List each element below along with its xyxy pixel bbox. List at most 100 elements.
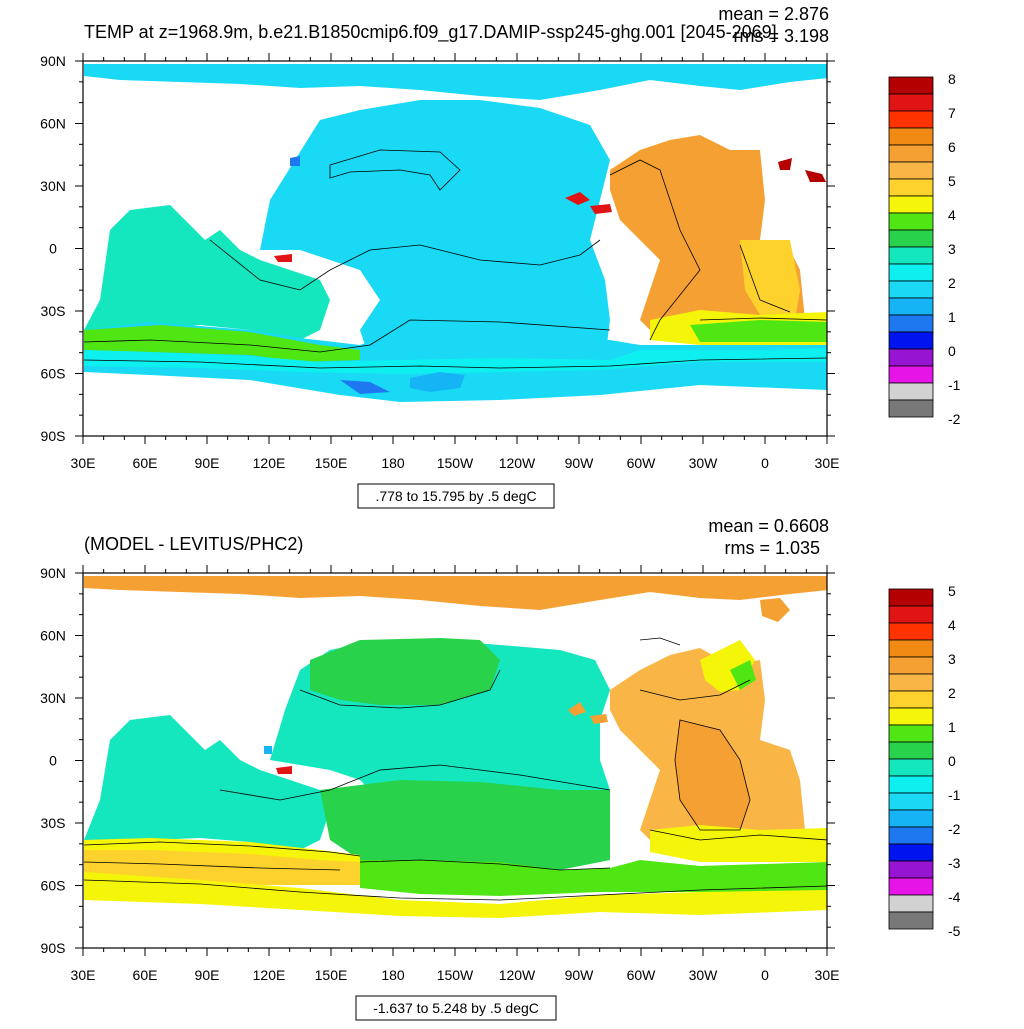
colorbar-swatch [888,127,934,146]
lon-label: 150E [315,455,348,471]
lat-label: 60N [40,116,66,132]
lat-label: 0 [49,241,57,257]
colorbar-swatch [888,775,934,794]
top-lat-labels: 90N 60N 30N 0 30S 60S 90S [40,53,66,444]
colorbar-swatch [888,588,934,607]
colorbar-swatch [888,161,934,180]
lat-label: 90N [40,53,66,69]
colorbar-label: 4 [948,617,956,633]
colorbar-label: 3 [948,241,956,257]
colorbar-swatch [888,690,934,709]
colorbar-label: -1 [948,377,961,393]
colorbar-swatch [888,297,934,316]
colorbar-swatch [888,348,934,367]
lon-label: 30E [815,455,840,471]
colorbar-swatch [888,894,934,913]
bottom-mean: mean = 0.6608 [708,516,829,536]
colorbar-swatch [888,639,934,658]
lon-label: 0 [761,967,769,983]
lon-label: 60W [627,455,657,471]
lat-label: 90S [41,428,66,444]
lat-label: 30N [40,178,66,194]
colorbar-label: -4 [948,889,961,905]
colorbar-swatch [888,656,934,675]
lon-label: 30W [689,967,719,983]
colorbar-swatch [888,93,934,112]
lat-label: 90S [41,940,66,956]
lon-label: 60E [133,455,158,471]
lon-label: 150E [315,967,348,983]
lat-label: 60S [41,878,66,894]
colorbar-swatch [888,229,934,248]
lon-label: 30E [71,967,96,983]
colorbar-swatch [888,605,934,624]
lon-label: 180 [381,455,405,471]
bottom-contour-info-box [355,995,557,1021]
colorbar-swatch [888,382,934,401]
colorbar-swatch [888,263,934,282]
lon-label: 150W [437,967,474,983]
colorbar-swatch [888,707,934,726]
top-lon-labels: 30E 60E 90E 120E 150E 180 150W 120W 90W 60W 30W 0 30… [71,455,840,471]
bottom-title: (MODEL - LEVITUS/PHC2) [84,534,303,554]
bottom-tickmarks [75,565,835,956]
lon-label: 120W [499,455,536,471]
top-panel: TEMP at z=1968.9m, b.e21.B1850cmip6.f09_… [40,4,961,509]
colorbar-swatch [888,792,934,811]
colorbar-label: 4 [948,207,956,223]
top-map [83,61,827,436]
colorbar-swatch [888,246,934,265]
lon-label: 120E [253,967,286,983]
lon-label: 60W [627,967,657,983]
colorbar-label: 2 [948,685,956,701]
colorbar-swatch [888,212,934,231]
colorbar-label: 1 [948,309,956,325]
top-contour-info: .778 to 15.795 by .5 degC [375,488,536,504]
lon-label: 90E [195,967,220,983]
colorbar-label: 6 [948,139,956,155]
lat-label: 30S [41,815,66,831]
colorbar-label: -5 [948,923,961,939]
colorbar-label: 2 [948,275,956,291]
lon-label: 60E [133,967,158,983]
colorbar-swatch [888,826,934,845]
colorbar-swatch [888,76,934,95]
lat-label: 30N [40,690,66,706]
lon-label: 180 [381,967,405,983]
lon-label: 150W [437,455,474,471]
colorbar-label: 0 [948,343,956,359]
lon-label: 30W [689,455,719,471]
colorbar-label: -2 [948,411,961,427]
lon-label: 90W [565,967,595,983]
colorbar-swatch [888,195,934,214]
bottom-panel: (MODEL - LEVITUS/PHC2) mean = 0.6608 rms… [40,516,961,1021]
top-colorbar: 8 7 6 5 4 3 2 1 0 -1 -2 [888,71,961,427]
colorbar-swatch [888,724,934,743]
top-tickmarks [75,53,835,444]
colorbar-swatch [888,144,934,163]
colorbar-label: 0 [948,753,956,769]
bottom-contour-info: -1.637 to 5.248 by .5 degC [373,1000,539,1016]
colorbar-swatch [888,809,934,828]
colorbar-swatch [888,622,934,641]
colorbar-label: -3 [948,855,961,871]
lon-label: 90E [195,455,220,471]
colorbar-label: -2 [948,821,961,837]
lon-label: 90W [565,455,595,471]
bottom-lon-labels: 30E 60E 90E 120E 150E 180 150W 120W 90W 60W 30W 0 30… [71,967,840,983]
colorbar-swatch [888,741,934,760]
colorbar-swatch [888,110,934,129]
colorbar-swatch [888,758,934,777]
top-contour-info-box [357,483,555,509]
colorbar-swatch [888,843,934,862]
lon-label: 30E [815,967,840,983]
lat-label: 0 [49,753,57,769]
colorbar-label: 7 [948,105,956,121]
lat-label: 60S [41,366,66,382]
lat-label: 30S [41,303,66,319]
colorbar-swatch [888,331,934,350]
bottom-colorbar: 5 4 3 2 1 0 -1 -2 -3 -4 -5 [888,583,961,939]
lon-label: 0 [761,455,769,471]
colorbar-swatch [888,399,934,418]
